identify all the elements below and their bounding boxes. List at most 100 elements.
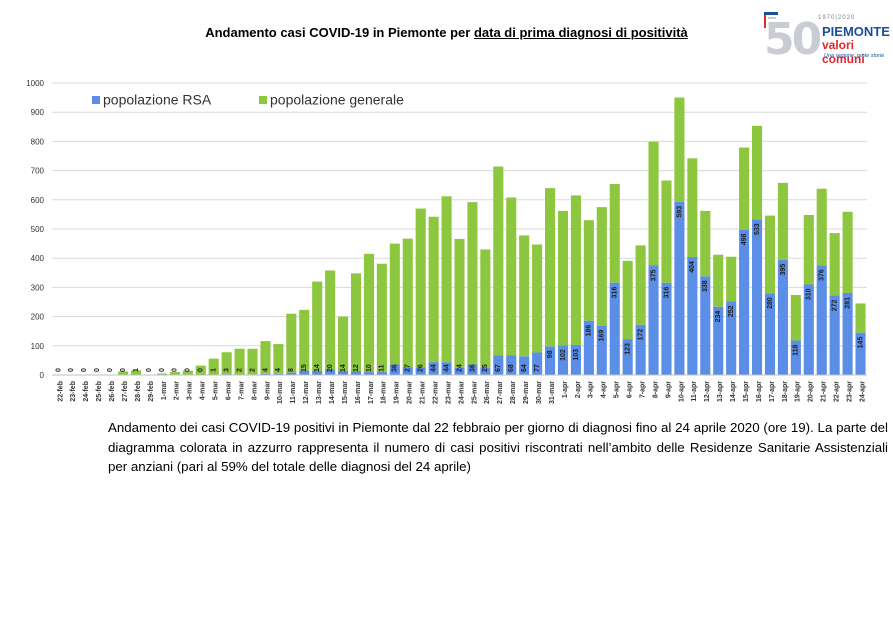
bar-generale	[286, 313, 297, 373]
x-tick-label: 5-mar	[213, 381, 220, 400]
bar-rsa	[635, 324, 646, 375]
x-tick-label: 17-mar	[368, 381, 375, 404]
data-label: 10	[366, 364, 373, 372]
bar-generale	[118, 371, 129, 375]
bar-generale	[519, 235, 530, 357]
y-tick-label: 600	[31, 196, 45, 205]
bar-generale	[739, 147, 750, 230]
bar-rsa	[389, 364, 400, 375]
data-label: 169	[599, 330, 606, 342]
bar-generale	[777, 182, 788, 260]
legend-label-rsa: popolazione RSA	[103, 92, 212, 108]
x-tick-label: 17-apr	[769, 381, 776, 402]
bar-generale	[855, 303, 866, 333]
data-label: 0	[120, 368, 127, 372]
bar-generale	[726, 256, 737, 302]
y-tick-label: 800	[31, 137, 45, 146]
bar-generale	[803, 214, 814, 285]
bar-generale	[532, 244, 543, 353]
data-label: 67	[495, 364, 502, 372]
data-label: 15	[301, 364, 308, 372]
data-label: 0	[81, 368, 88, 372]
data-label: 0	[159, 368, 166, 372]
x-tick-label: 21-apr	[821, 381, 828, 402]
x-tick-label: 3-apr	[588, 381, 595, 398]
x-tick-label: 23-mar	[445, 381, 452, 404]
x-tick-label: 15-mar	[342, 381, 349, 404]
x-tick-label: 27-feb	[122, 381, 129, 402]
data-label: 316	[612, 287, 619, 299]
bar-generale	[156, 373, 168, 375]
data-label: 14	[314, 364, 321, 372]
data-label: 404	[689, 261, 696, 273]
x-tick-label: 6-apr	[627, 381, 634, 398]
data-label: 118	[793, 344, 800, 355]
x-tick-label: 25-mar	[471, 381, 478, 404]
data-label: 123	[625, 343, 632, 355]
x-tick-label: 29-mar	[523, 381, 530, 404]
bar-rsa	[739, 229, 750, 375]
data-label: 2	[249, 368, 256, 372]
stacked-bar-chart: 01002003004005006007008009001000022-feb0…	[26, 79, 867, 404]
data-label: 280	[767, 297, 774, 309]
bar-rsa	[350, 371, 362, 375]
data-label: 0	[55, 368, 62, 372]
bar-rsa	[777, 259, 788, 375]
bar-generale	[609, 184, 620, 283]
data-label: 0	[68, 368, 75, 372]
title-underlined-text: data di prima diagnosi di positività	[473, 25, 688, 40]
data-label: 4	[262, 368, 269, 372]
bar-generale	[441, 196, 452, 363]
data-label: 172	[637, 329, 644, 341]
x-tick-label: 16-apr	[756, 381, 763, 402]
data-label: 0	[146, 368, 153, 372]
x-tick-label: 22-feb	[57, 381, 64, 402]
x-tick-label: 8-apr	[652, 381, 659, 398]
x-tick-label: 1-apr	[562, 381, 569, 398]
y-tick-label: 200	[31, 313, 45, 322]
data-label: 2	[236, 368, 243, 372]
data-label: 68	[508, 364, 515, 372]
data-label: 498	[741, 233, 748, 245]
bar-generale	[557, 210, 569, 346]
bar-generale	[467, 202, 478, 365]
data-label: 4	[275, 368, 282, 372]
data-label: 12	[353, 364, 360, 372]
bar-rsa	[842, 292, 853, 375]
data-label: 102	[560, 349, 567, 361]
data-label: 44	[430, 364, 437, 372]
x-tick-label: 24-mar	[458, 381, 465, 404]
data-label: 316	[663, 287, 670, 299]
data-label: 395	[780, 264, 787, 276]
data-label: 1	[133, 368, 140, 372]
x-tick-label: 9-apr	[665, 381, 672, 398]
bar-generale	[389, 243, 400, 365]
y-tick-label: 1000	[26, 79, 44, 88]
bar-generale	[338, 316, 349, 371]
bar-rsa	[700, 276, 711, 375]
bar-rsa	[325, 369, 336, 375]
bar-generale	[221, 352, 232, 375]
data-label: 64	[521, 364, 528, 372]
x-tick-label: 5-apr	[614, 381, 621, 398]
x-tick-label: 18-apr	[782, 381, 789, 402]
x-tick-label: 9-mar	[264, 381, 271, 400]
x-tick-label: 30-mar	[536, 381, 543, 404]
bar-generale	[622, 260, 633, 340]
logo-number: 50	[764, 14, 822, 65]
data-label: 310	[806, 288, 813, 300]
x-tick-label: 12-apr	[704, 381, 711, 402]
y-tick-label: 900	[31, 108, 45, 117]
x-tick-label: 18-mar	[381, 381, 388, 404]
bar-rsa	[764, 293, 776, 375]
bar-generale	[325, 270, 336, 370]
bar-generale	[415, 208, 426, 368]
bar-generale	[583, 220, 594, 321]
bar-generale	[506, 197, 517, 356]
title-text: Andamento casi COVID-19 in Piemonte per	[205, 25, 474, 40]
x-tick-label: 2-mar	[174, 381, 181, 400]
bar-generale	[376, 263, 387, 372]
data-label: 0	[94, 368, 101, 372]
x-tick-label: 10-apr	[678, 381, 685, 402]
bar-generale	[312, 281, 323, 371]
